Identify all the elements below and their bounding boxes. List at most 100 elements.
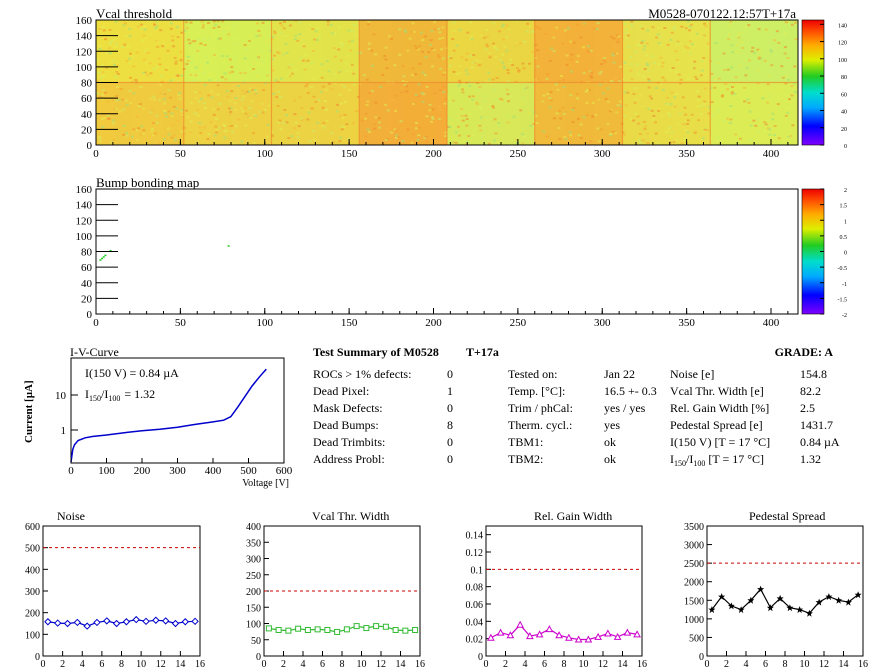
roc-plot-xtick-label: 4 [80, 659, 85, 670]
vcal-pixel [684, 73, 688, 76]
vcal-pixel [675, 59, 679, 61]
vcal-pixel [234, 36, 238, 39]
vcal-pixel [703, 87, 707, 90]
vcal-pixel [297, 125, 301, 128]
vcal-pixel [377, 117, 381, 120]
vcal-pixel [392, 67, 396, 70]
vcal-pixel [143, 25, 147, 28]
vcal-pixel [483, 100, 487, 103]
vcal-pixel [256, 74, 260, 77]
vcal-pixel [199, 64, 203, 67]
vcal-pixel [136, 25, 140, 28]
vcal-pixel [296, 136, 300, 139]
vcal-pixel [217, 37, 220, 40]
vcal-pixel [728, 33, 731, 36]
vcal-pixel [203, 126, 207, 129]
vcal-pixel [141, 107, 145, 110]
vcal-pixel [96, 92, 100, 95]
vcal-pixel [296, 39, 300, 42]
vcal-pixel [549, 91, 553, 94]
vcal-pixel [212, 113, 216, 116]
vcal-pixel [97, 135, 101, 138]
roc-plot-ytick-label: 400 [25, 565, 40, 576]
vcal-pixel [530, 30, 534, 33]
vcal-pixel [552, 50, 556, 53]
vcal-pixel [693, 130, 697, 133]
vcal-pixel [442, 91, 446, 94]
vcal-pixel [465, 118, 469, 121]
vcal-pixel [650, 97, 654, 100]
roc-plot-frame [42, 525, 201, 657]
vcal-pixel [544, 34, 548, 37]
vcal-pixel [274, 79, 277, 82]
vcal-pixel [135, 115, 139, 118]
vcal-pixel [573, 99, 576, 102]
vcal-pixel [717, 110, 721, 113]
vcal-pixel [636, 63, 640, 66]
vcal-pixel [758, 49, 762, 52]
vcal-pixel [614, 132, 617, 135]
vcal-pixel [747, 24, 751, 27]
bump_map-ytick-label: 60 [81, 262, 93, 274]
vcal-pixel [444, 59, 448, 62]
roc-plot-ytick-label: 3500 [684, 522, 704, 533]
roc-plot-ytick-label: 0.12 [466, 548, 484, 559]
vcal-pixel [576, 97, 580, 100]
vcal-pixel [703, 22, 707, 25]
vcal-pixel [611, 54, 615, 57]
vcal-pixel [352, 23, 356, 26]
vcal-pixel [479, 129, 483, 132]
roc-plot-3: Rel. Gain Width00.020.040.060.080.10.120… [466, 509, 648, 670]
vcal_map-ytick-label: 160 [76, 15, 93, 27]
vcal-pixel [113, 108, 116, 111]
vcal_map-ytick-label: 140 [76, 31, 93, 43]
vcal-pixel [101, 117, 104, 120]
vcal-pixel [337, 71, 341, 74]
vcal-pixel [322, 122, 326, 124]
vcal-pixel [338, 93, 342, 96]
vcal-pixel [549, 99, 553, 102]
vcal-pixel [374, 101, 378, 104]
vcal-pixel [650, 55, 654, 58]
vcal-pixel [140, 23, 143, 26]
vcal-pixel [336, 103, 339, 106]
vcal-pixel [576, 93, 579, 96]
vcal-pixel [519, 109, 523, 112]
vcal-pixel [437, 27, 441, 30]
vcal-pixel [680, 25, 684, 28]
roc-plot-point [93, 618, 101, 627]
vcal-pixel [522, 135, 526, 138]
vcal-pixel [641, 39, 645, 42]
vcal-pixel [643, 68, 647, 70]
vcal-pixel [116, 86, 120, 88]
roc-plot-xtick-label: 4 [301, 659, 306, 670]
vcal-pixel [387, 35, 391, 38]
vcal-pixel [134, 78, 138, 81]
vcal-pixel [526, 22, 530, 25]
vcal-pixel [227, 107, 231, 110]
vcal-pixel [278, 119, 282, 122]
vcal-pixel [780, 138, 784, 141]
vcal-pixel [348, 70, 352, 73]
vcal-pixel [446, 97, 450, 100]
vcal_map-palette-label: 100 [838, 58, 847, 64]
vcal-pixel [773, 62, 777, 65]
vcal-pixel [717, 77, 721, 80]
vcal-pixel [128, 28, 132, 30]
vcal-pixel [218, 127, 222, 129]
vcal-pixel [787, 107, 791, 109]
vcal-pixel [585, 73, 589, 76]
vcal-pixel [506, 93, 510, 96]
vcal-pixel [750, 50, 754, 53]
vcal-pixel [693, 131, 697, 134]
bump_map-palette-label: -1.5 [838, 297, 848, 303]
vcal-pixel [390, 38, 394, 40]
vcal-pixel [716, 62, 720, 65]
vcal-pixel [784, 82, 788, 85]
vcal-pixel [221, 60, 225, 63]
vcal-pixel [110, 40, 113, 43]
roc-plot-point [73, 618, 82, 627]
vcal-pixel [432, 48, 436, 51]
vcal-pixel [400, 91, 404, 94]
vcal-pixel [156, 40, 160, 43]
